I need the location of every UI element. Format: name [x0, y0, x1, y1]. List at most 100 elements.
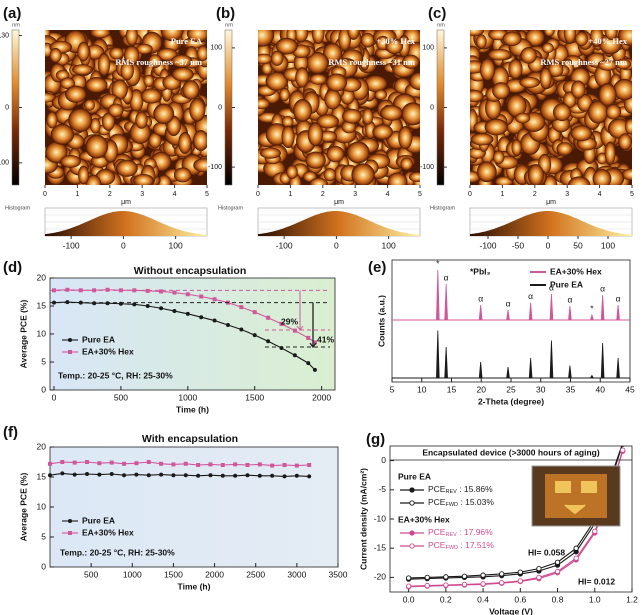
marker [208, 462, 213, 467]
legend-label: PCEFWD : 15.03% [428, 497, 494, 508]
marker [68, 531, 72, 535]
colorbar-tick-label: 0 [218, 104, 222, 111]
grain [506, 94, 527, 118]
marker [307, 463, 312, 467]
legend-subscript: REV [445, 532, 457, 538]
marker [109, 460, 114, 465]
y-axis-label: Average PCE (%) [18, 300, 28, 369]
x-tick-label: 1 [75, 191, 79, 198]
grain [479, 58, 496, 81]
grain [363, 75, 388, 92]
grain [186, 30, 207, 43]
legend-group: EA+30% Hex [398, 514, 450, 524]
marker [620, 441, 624, 445]
marker [239, 327, 244, 332]
grain [520, 47, 537, 64]
y-tick-label: 15 [37, 471, 47, 481]
grain [598, 83, 617, 107]
x-tick-label: 1.2 [626, 594, 638, 604]
marker [536, 574, 542, 581]
marker [52, 300, 57, 305]
grain [493, 150, 505, 165]
hysteresis-label: HI= 0.058 [528, 547, 565, 557]
marker [48, 461, 52, 466]
grain [293, 53, 309, 72]
grain [515, 112, 531, 124]
peak [616, 357, 620, 379]
legend-note: : 17.96% [457, 527, 493, 537]
grain [60, 77, 75, 90]
grain [621, 168, 632, 181]
legend-label: PCEFWD : 17.51% [428, 540, 494, 551]
grain [115, 159, 138, 177]
grain [309, 73, 327, 85]
marker [409, 543, 415, 549]
marker [85, 472, 90, 476]
legend-note: : 17.51% [458, 540, 494, 550]
grain [527, 164, 544, 185]
grain [279, 87, 290, 102]
y-axis-label: Average PCE (%) [18, 473, 28, 542]
legend-label: Pure EA [82, 515, 115, 525]
grain [286, 165, 298, 179]
marker [196, 473, 201, 478]
peak [436, 269, 440, 321]
colorbar-tick-label: -100 [208, 164, 222, 171]
grain [487, 48, 512, 61]
grain [542, 42, 554, 54]
grain [326, 145, 345, 163]
grain [129, 89, 144, 113]
grain [189, 98, 206, 122]
grain [398, 34, 410, 58]
peak [506, 309, 510, 321]
peak [549, 293, 554, 321]
grain [360, 32, 375, 48]
peak-label: α [600, 283, 605, 293]
grain [624, 118, 632, 135]
x-tick-label: 4 [598, 191, 602, 198]
grain [502, 31, 522, 46]
colorbar-tick-label: 0 [5, 104, 9, 111]
grain [178, 131, 192, 154]
marker [60, 471, 65, 476]
marker [65, 287, 70, 292]
x-tick-label: 5 [205, 191, 209, 198]
marker [292, 353, 297, 358]
grain [492, 82, 510, 100]
marker [146, 460, 151, 464]
peak [568, 365, 572, 379]
histogram-tick-label: 0 [121, 240, 126, 250]
grain [342, 108, 362, 124]
marker [52, 288, 57, 293]
grain [592, 168, 612, 185]
grain [275, 37, 298, 55]
x-unit: μm [121, 199, 131, 206]
panel-label: (e) [368, 259, 386, 276]
marker [461, 581, 468, 588]
peak-label: * [590, 303, 594, 313]
marker [105, 301, 110, 306]
x-tick-label: 0 [468, 191, 472, 198]
x-tick-label: 5 [418, 191, 422, 198]
x-tick-label: 20 [477, 384, 487, 394]
grain [133, 173, 154, 185]
histogram-label: Histogram [430, 205, 455, 211]
peak [600, 294, 605, 321]
marker [294, 463, 299, 468]
grain [568, 176, 591, 185]
grain [408, 171, 420, 182]
marker [185, 292, 190, 297]
marker [183, 473, 188, 478]
marker [409, 530, 415, 536]
colorbar-tick-label: 0 [430, 104, 434, 111]
plot-frame [49, 446, 339, 568]
marker [239, 305, 244, 310]
grain [374, 89, 388, 100]
annotation: 41% [317, 334, 334, 344]
y-tick-label: -10 [374, 513, 387, 523]
grain [123, 45, 140, 66]
marker [282, 463, 287, 467]
y-tick-label: -5 [378, 484, 386, 494]
marker [554, 568, 561, 575]
